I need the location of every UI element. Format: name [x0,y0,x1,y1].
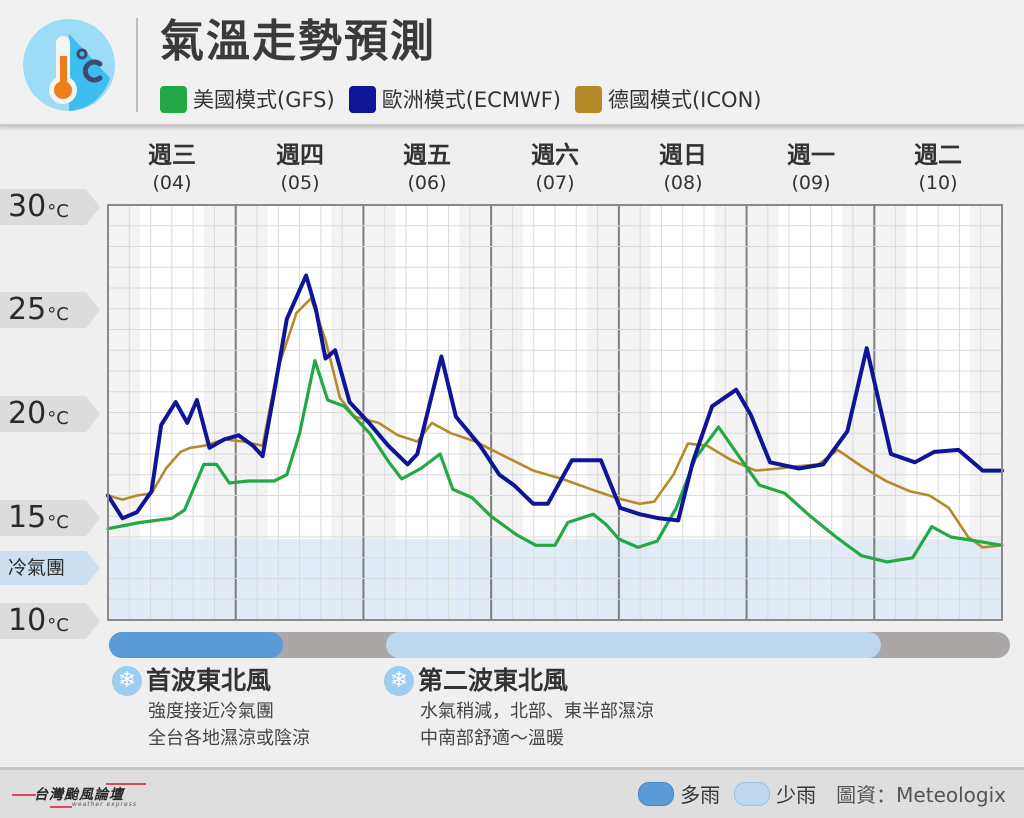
plot-border [107,204,1003,621]
y-tick-value: 25 [8,292,47,327]
brand-stripe [106,783,146,785]
legend-item-ecmwf: 歐洲模式(ECMWF) [348,84,561,114]
light-rain-swatch [734,781,771,806]
day-date: (09) [791,172,831,194]
y-tick-10: 10 °C [0,603,100,639]
y-tick-25: 25 °C [0,292,100,328]
day-label-fri: 週五 (06) [363,140,491,196]
rain-intensity-bar [109,632,1010,658]
heavy-rain-swatch [638,781,675,806]
first-monsoon-wave: ❄ 首波東北風 強度接近冷氣團 全台各地濕涼或陰涼 [112,664,310,752]
second-monsoon-wave: ❄ 第二波東北風 水氣稍減，北部、東半部濕涼 中南部舒適～溫暖 [384,664,654,752]
wave-title: ❄ 第二波東北風 [384,664,654,698]
chart-legend: 美國模式(GFS) 歐洲模式(ECMWF) 德國模式(ICON) [160,84,761,114]
wave-title-text: 首波東北風 [146,666,272,695]
day-label-tue: 週二 (10) [874,140,1002,196]
light-rain-label: 少雨 [776,783,817,807]
brand-logo: 台灣颱風論壇 weather express [10,778,150,812]
rain-legend: 多雨 少雨 圖資：Meteologix [638,779,1006,808]
image-credit: 圖資：Meteologix [836,783,1006,807]
day-date: (10) [918,172,958,194]
day-date: (04) [152,172,192,194]
day-date: (05) [280,172,320,194]
wave-title: ❄ 首波東北風 [112,664,310,698]
y-tick-unit: °C [47,511,69,533]
wave-desc-line: 強度接近冷氣團 [148,701,274,722]
y-tick-value: 20 [8,396,47,431]
wave-desc-line: 水氣稍減，北部、東半部濕涼 [420,701,654,722]
header-divider [136,18,138,112]
legend-item-icon: 德國模式(ICON) [574,84,762,114]
rain-heavy-segment [109,632,283,658]
day-date: (07) [535,172,575,194]
wave-desc-line: 中南部舒適～溫暖 [420,728,564,749]
day-label-wed: 週三 (04) [108,140,236,196]
y-tick-value: 30 [8,189,47,224]
legend-swatch-gfs [160,85,187,113]
day-label-sun: 週日 (08) [619,140,747,196]
page-title: 氣溫走勢預測 [160,16,436,67]
day-date: (06) [407,172,447,194]
y-tick-unit: °C [47,200,69,222]
y-tick-unit: °C [47,614,69,636]
day-label-sat: 週六 (07) [491,140,619,196]
day-name: 週一 [787,141,835,169]
day-name: 週五 [403,141,451,169]
legend-label-icon: 德國模式(ICON) [607,88,762,112]
series-line-0 [106,359,1004,564]
series-lines [106,273,1004,564]
rain-light-segment [385,632,882,658]
y-tick-unit: °C [47,303,69,325]
y-tick-value: 15 [8,500,47,535]
brand-stripe [50,806,72,808]
day-date: (08) [663,172,703,194]
grid-lines [108,205,1002,620]
day-name: 週四 [276,141,324,169]
wave-title-text: 第二波東北風 [418,666,569,695]
wave-desc-line: 全台各地濕涼或陰涼 [148,728,310,749]
legend-label-gfs: 美國模式(GFS) [193,88,335,112]
brand-name: 台灣颱風論壇 [34,787,124,803]
cold-air-mass-label: 冷氣團 [0,551,100,585]
series-line-1 [106,273,1004,523]
day-name: 週日 [659,141,707,169]
y-tick-unit: °C [47,407,69,429]
day-label-mon: 週一 (09) [747,140,875,196]
y-tick-30: 30 °C [0,189,100,225]
y-tick-value: 10 [8,603,47,638]
footer: 台灣颱風論壇 weather express 多雨 少雨 圖資：Meteolog… [0,767,1024,818]
brand-tagline: weather express [72,801,137,808]
legend-swatch-ecmwf [348,85,376,113]
y-tick-15: 15 °C [0,500,100,536]
day-label-thu: 週四 (05) [236,140,364,196]
cold-air-mass-text: 冷氣團 [8,557,66,579]
y-tick-20: 20 °C [0,396,100,432]
thermometer-celsius-icon [23,19,115,111]
legend-item-gfs: 美國模式(GFS) [160,84,335,114]
snowflake-icon: ❄ [384,666,414,696]
header: 氣溫走勢預測 美國模式(GFS) 歐洲模式(ECMWF) 德國模式(ICON) [0,0,1024,127]
day-name: 週三 [148,141,196,169]
legend-swatch-icon [574,85,602,113]
day-name: 週六 [531,141,579,169]
day-name: 週二 [914,141,962,169]
snowflake-icon: ❄ [112,666,142,696]
legend-label-ecmwf: 歐洲模式(ECMWF) [381,88,561,112]
heavy-rain-label: 多雨 [680,783,721,807]
brand-stripe [12,794,36,796]
